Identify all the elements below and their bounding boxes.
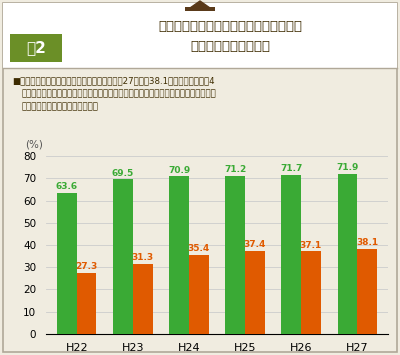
Text: 37.4: 37.4 — [244, 240, 266, 249]
Bar — [189, 255, 208, 334]
Bar — [245, 251, 265, 334]
Text: (%): (%) — [25, 139, 42, 149]
Bar — [169, 176, 189, 334]
Text: 69.5: 69.5 — [112, 169, 134, 178]
Bar — [226, 176, 245, 334]
Text: 63.6: 63.6 — [56, 182, 78, 191]
Text: 27.3: 27.3 — [76, 262, 98, 271]
Text: 地震保険付帯率の推移: 地震保険付帯率の推移 — [190, 40, 270, 54]
Text: 35.4: 35.4 — [188, 244, 210, 253]
Text: 71.9: 71.9 — [336, 163, 358, 173]
Text: 部分）に比べると付帯率は低い。: 部分）に比べると付帯率は低い。 — [22, 102, 99, 111]
FancyBboxPatch shape — [185, 7, 215, 11]
Text: ■マンション共用部分の地震保険付帯率は平成27年度は38.1％（損保会社大手4: ■マンション共用部分の地震保険付帯率は平成27年度は38.1％（損保会社大手4 — [12, 76, 215, 85]
Bar — [57, 192, 77, 334]
Bar — [338, 174, 357, 334]
Text: 社調べ）となっており、近年は上昇傾向にあるものの、世帯の地震保険付帯率（専有: 社調べ）となっており、近年は上昇傾向にあるものの、世帯の地震保険付帯率（専有 — [22, 89, 217, 98]
Text: 70.9: 70.9 — [168, 166, 190, 175]
Text: 37.1: 37.1 — [300, 241, 322, 250]
Text: 31.3: 31.3 — [132, 253, 154, 262]
Bar — [113, 180, 133, 334]
FancyBboxPatch shape — [10, 34, 62, 62]
Bar — [301, 251, 321, 334]
Text: 71.2: 71.2 — [224, 165, 246, 174]
Polygon shape — [190, 1, 210, 8]
FancyBboxPatch shape — [3, 3, 397, 68]
Bar — [77, 273, 96, 334]
Text: 38.1: 38.1 — [356, 239, 378, 247]
Bar — [357, 249, 377, 334]
Text: 71.7: 71.7 — [280, 164, 302, 173]
Text: マンション専有部分・共用部分における: マンション専有部分・共用部分における — [158, 21, 302, 33]
Bar — [282, 175, 301, 334]
Text: 表2: 表2 — [26, 40, 46, 55]
FancyBboxPatch shape — [3, 3, 397, 352]
Bar — [133, 264, 152, 334]
